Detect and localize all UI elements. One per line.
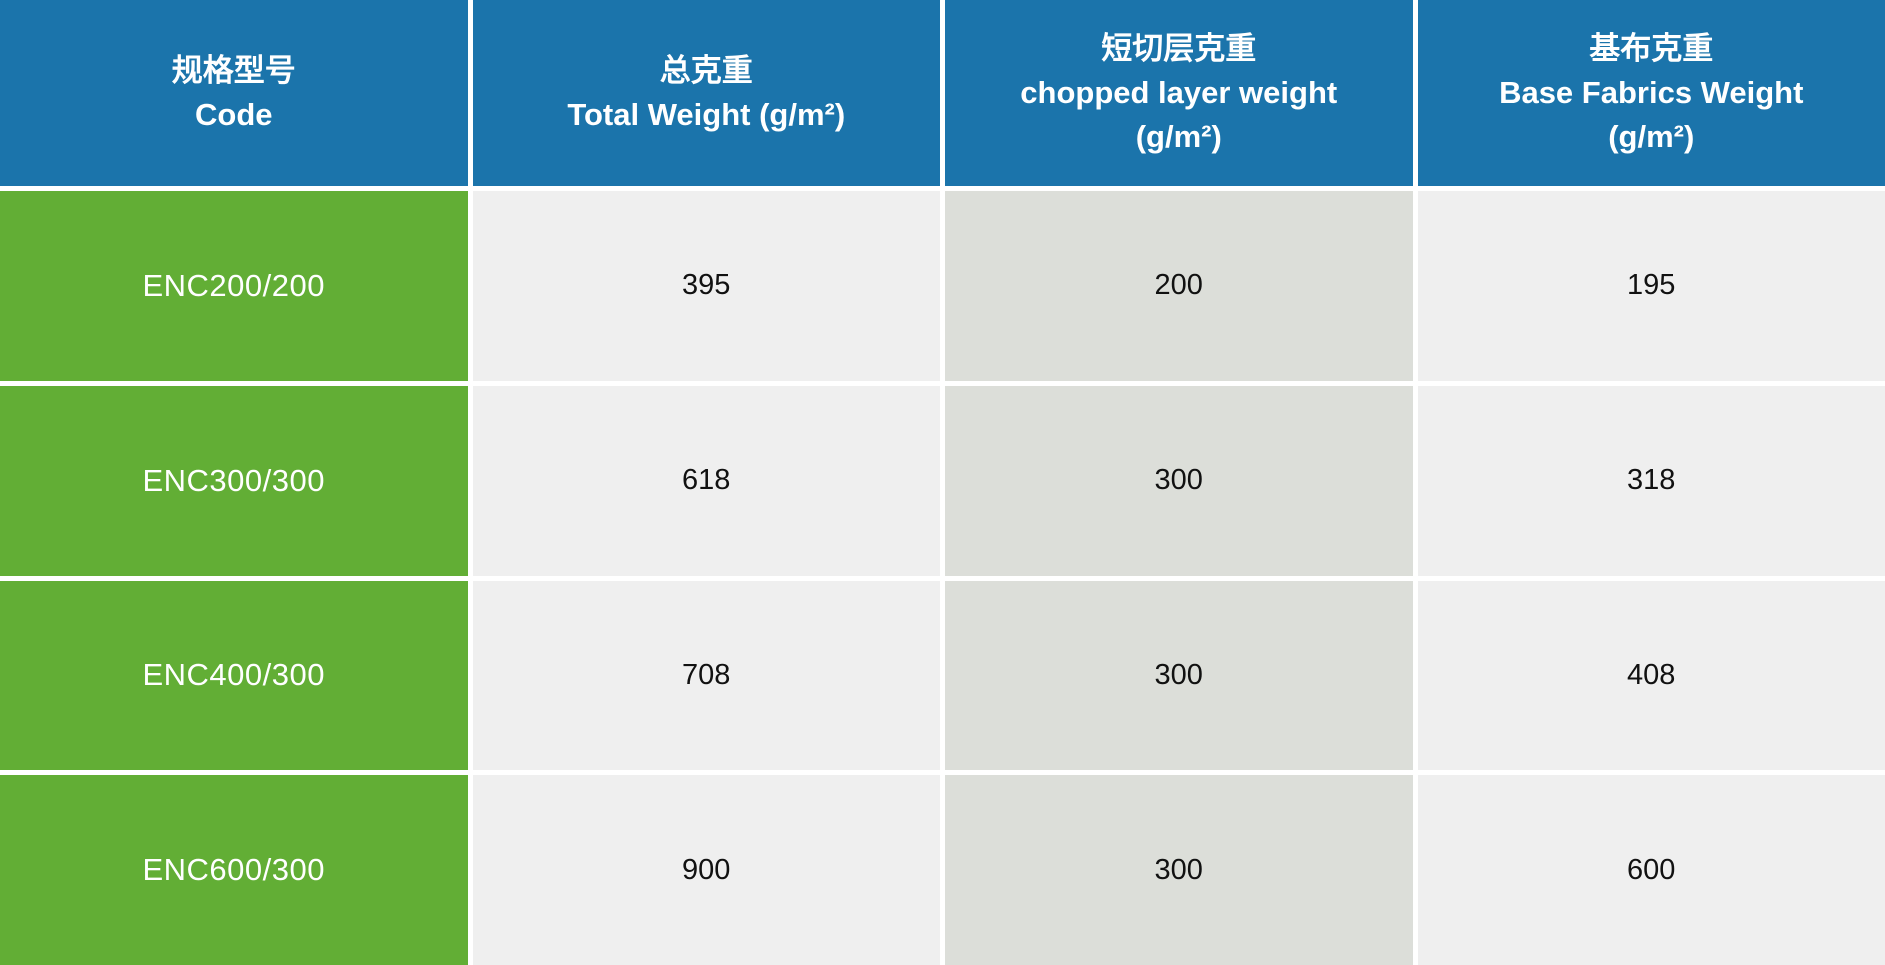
- header-code-en: Code: [195, 97, 273, 132]
- header-base-unit: (g/m²): [1608, 119, 1695, 154]
- base-weight-cell: 318: [1417, 385, 1885, 576]
- total-weight-cell: 618: [472, 385, 940, 576]
- code-cell: ENC200/200: [0, 191, 468, 381]
- header-cell-code: 规格型号 Code: [0, 0, 468, 186]
- header-total-en: Total Weight (g/m²): [567, 97, 846, 132]
- header-chopped-en: chopped layer weight: [1020, 74, 1338, 110]
- header-total-zh: 总克重: [659, 52, 753, 88]
- base-weight-cell: 195: [1417, 191, 1885, 381]
- header-cell-base-weight: 基布克重 Base Fabrics Weight (g/m²): [1417, 0, 1885, 186]
- header-cell-total-weight: 总克重 Total Weight (g/m²): [472, 0, 940, 186]
- chopped-weight-cell: 200: [945, 191, 1413, 381]
- header-chopped-zh: 短切层克重: [1101, 30, 1257, 66]
- total-weight-cell: 900: [472, 775, 940, 965]
- code-cell: ENC600/300: [0, 775, 468, 965]
- header-cell-chopped-weight: 短切层克重 chopped layer weight (g/m²): [945, 0, 1413, 186]
- header-code-zh: 规格型号: [171, 52, 296, 88]
- code-cell: ENC400/300: [0, 580, 468, 771]
- chopped-weight-cell: 300: [945, 775, 1413, 965]
- header-chopped-unit: (g/m²): [1135, 119, 1222, 154]
- total-weight-cell: 708: [472, 580, 940, 771]
- header-base-en: Base Fabrics Weight: [1499, 74, 1804, 110]
- header-base-zh: 基布克重: [1589, 30, 1714, 66]
- code-cell: ENC300/300: [0, 385, 468, 576]
- total-weight-cell: 395: [472, 191, 940, 381]
- base-weight-cell: 600: [1417, 775, 1885, 965]
- chopped-weight-cell: 300: [945, 580, 1413, 771]
- chopped-weight-cell: 300: [945, 385, 1413, 576]
- base-weight-cell: 408: [1417, 580, 1885, 771]
